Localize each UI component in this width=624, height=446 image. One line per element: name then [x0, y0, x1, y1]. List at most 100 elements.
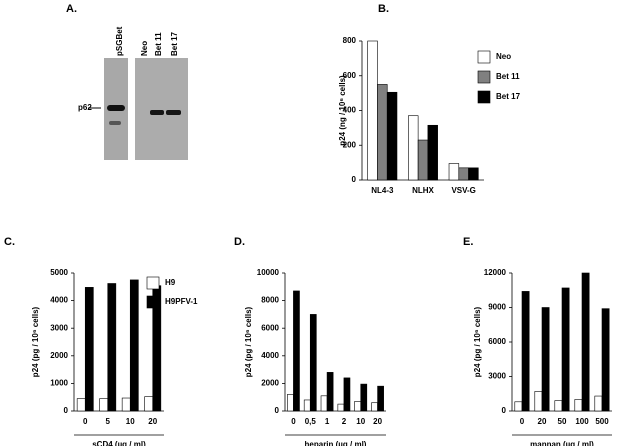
- bar: [337, 403, 345, 412]
- bar: [468, 167, 479, 181]
- x-tick-label: 0: [520, 417, 525, 426]
- y-tick-label: 0: [502, 406, 507, 415]
- x-tick-label: 2: [342, 417, 347, 426]
- legend-label: Bet 11: [496, 72, 520, 81]
- bar: [521, 291, 530, 412]
- bar: [84, 287, 94, 412]
- y-tick-label: 5000: [50, 268, 68, 277]
- panel-label: E.: [463, 236, 473, 248]
- y-axis-label: p24 (ng / 10⁶ cells): [338, 75, 347, 146]
- panel-a: A. pSGBet Neo Bet 11 Bet 17 p62: [66, 3, 188, 160]
- bar: [360, 383, 368, 412]
- y-axis-label: p24 (pg / 10⁶ cells): [244, 306, 253, 377]
- y-tick-label: 0: [275, 406, 280, 415]
- x-tick-label: 0: [291, 417, 296, 426]
- x-tick-label: 500: [595, 417, 609, 426]
- bar: [371, 402, 378, 412]
- x-tick-label: NLHX: [412, 186, 434, 195]
- gel: [135, 58, 188, 160]
- legend-swatch: [477, 70, 491, 84]
- x-axis-label: mannan (µg / ml): [530, 440, 594, 446]
- bar: [594, 395, 603, 412]
- y-tick-label: 3000: [50, 323, 68, 332]
- x-tick-label: 20: [538, 417, 547, 426]
- bar: [417, 139, 429, 181]
- bar: [377, 385, 384, 412]
- y-tick-label: 6000: [261, 323, 279, 332]
- bar: [427, 124, 438, 181]
- lane-label: Neo: [140, 41, 149, 56]
- y-tick-label: 3000: [488, 372, 506, 381]
- bar: [386, 91, 398, 181]
- x-tick-label: 1: [325, 417, 330, 426]
- band: [107, 105, 125, 111]
- y-tick-label: 4000: [261, 351, 279, 360]
- bar: [144, 396, 154, 412]
- legend-label: H9: [165, 278, 176, 287]
- bar: [581, 272, 590, 412]
- marker-label: p62: [78, 103, 92, 112]
- y-tick-label: 400: [343, 106, 357, 115]
- x-tick-label: 5: [106, 417, 111, 426]
- y-tick-label: 0: [352, 175, 357, 184]
- panel-label: B.: [378, 3, 389, 15]
- y-tick-label: 4000: [50, 296, 68, 305]
- bar: [354, 401, 362, 412]
- bar: [99, 398, 109, 412]
- bar: [514, 401, 523, 412]
- legend-swatch: [477, 90, 491, 104]
- bar: [408, 115, 419, 181]
- y-tick-label: 8000: [261, 296, 279, 305]
- x-tick-label: NL4-3: [371, 186, 394, 195]
- legend-swatch: [477, 50, 491, 64]
- x-axis-label: sCD4 (µg / ml): [92, 440, 146, 446]
- y-tick-label: 1000: [50, 379, 68, 388]
- y-tick-label: 9000: [488, 303, 506, 312]
- x-tick-label: 0,5: [305, 417, 317, 426]
- bar: [293, 290, 300, 412]
- lane-label: Bet 17: [170, 31, 179, 56]
- bar: [303, 399, 311, 412]
- x-tick-label: 20: [373, 417, 382, 426]
- band: [150, 110, 164, 115]
- panel-label: C.: [4, 236, 15, 248]
- bar: [121, 397, 131, 412]
- bar: [534, 391, 543, 412]
- bar: [377, 84, 388, 181]
- y-tick-label: 2000: [261, 379, 279, 388]
- lane-label: Bet 11: [154, 32, 163, 56]
- bar: [287, 394, 294, 412]
- y-tick-label: 600: [343, 71, 357, 80]
- panel-label: D.: [234, 236, 245, 248]
- y-tick-label: 200: [343, 140, 357, 149]
- x-tick-label: 50: [558, 417, 567, 426]
- x-axis-label: heparin (µg / ml): [305, 440, 367, 446]
- x-tick-label: VSV-G: [451, 186, 475, 195]
- legend-swatch: [146, 295, 160, 309]
- bar: [309, 314, 317, 412]
- y-tick-label: 10000: [257, 268, 280, 277]
- bar: [343, 377, 351, 412]
- legend-label: Neo: [496, 52, 511, 61]
- panel-label: A.: [66, 3, 77, 15]
- y-tick-label: 800: [343, 36, 357, 45]
- lane-label: pSGBet: [115, 26, 124, 56]
- band: [166, 110, 181, 115]
- y-axis-label: p24 (pg / 10⁶ cells): [31, 306, 40, 377]
- band: [109, 121, 121, 125]
- bar: [458, 167, 469, 181]
- bar: [554, 400, 563, 412]
- bar: [367, 40, 378, 181]
- bar: [320, 395, 328, 412]
- y-tick-label: 6000: [488, 337, 506, 346]
- legend-swatch: [146, 276, 160, 290]
- y-tick-label: 2000: [50, 351, 68, 360]
- legend-label: H9PFV-1: [165, 297, 198, 306]
- bar: [561, 287, 570, 412]
- bar: [574, 399, 583, 412]
- x-tick-label: 0: [83, 417, 88, 426]
- x-tick-label: 20: [148, 417, 157, 426]
- bar: [601, 308, 610, 412]
- bar: [541, 307, 550, 412]
